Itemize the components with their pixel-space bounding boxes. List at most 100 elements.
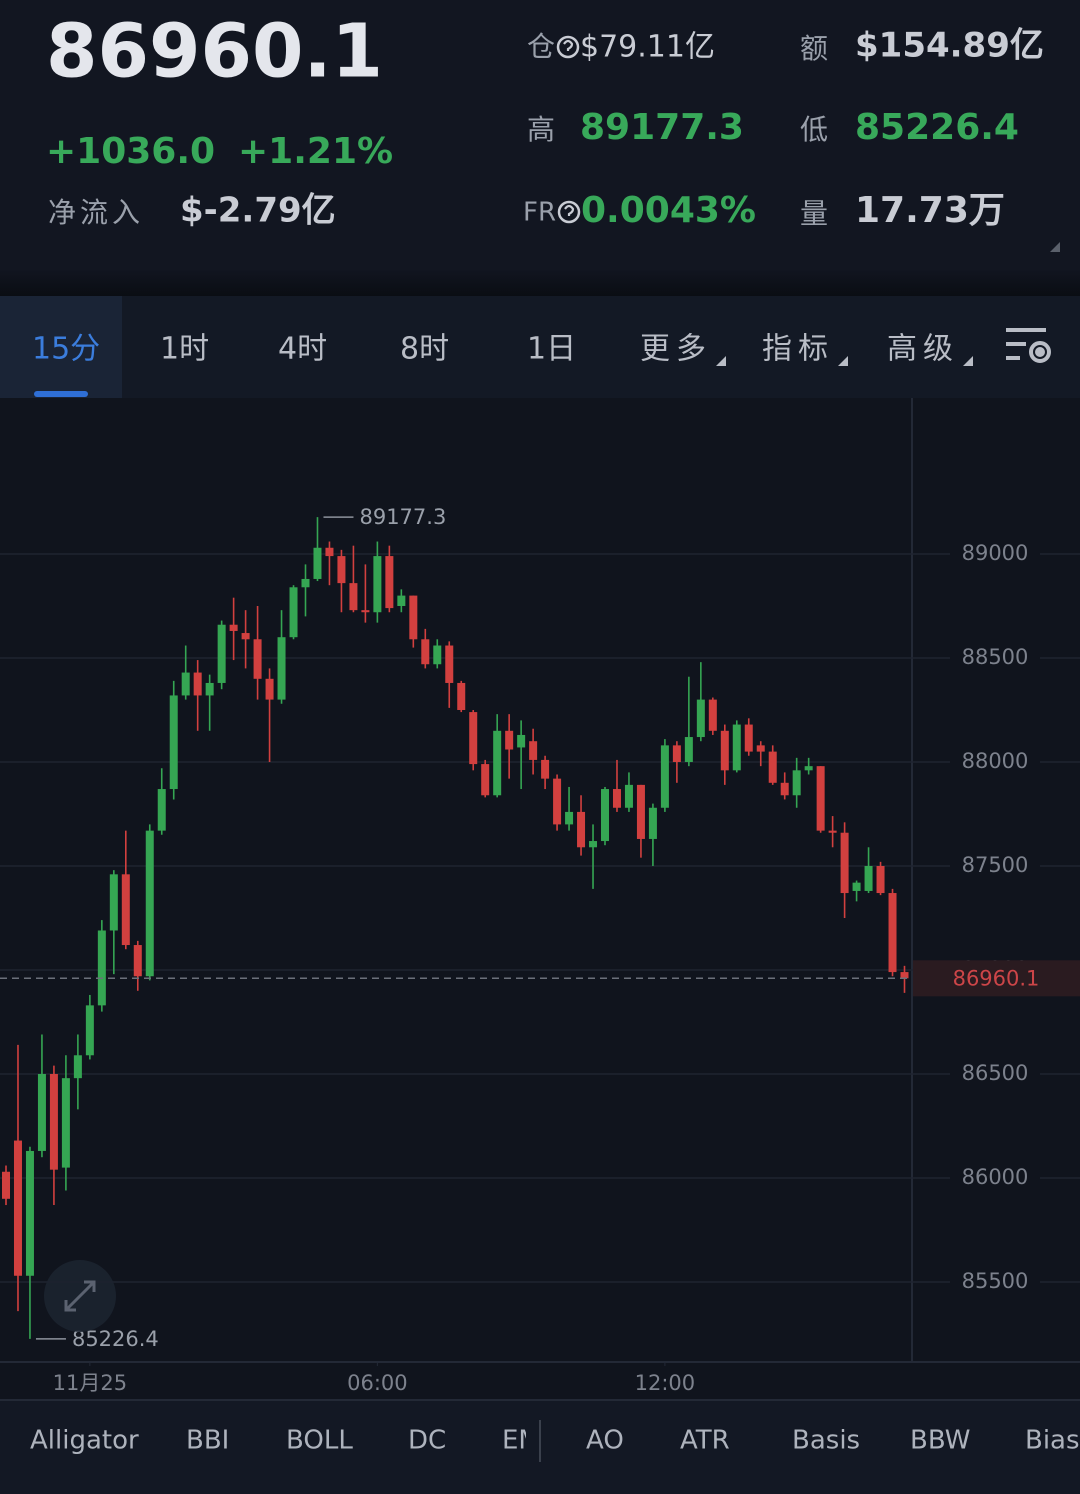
- volume-label: 量: [800, 197, 828, 230]
- oi: $79.11亿: [580, 30, 715, 65]
- candle-body: [109, 874, 118, 931]
- candle-body: [25, 1150, 34, 1276]
- candle-body: [517, 734, 526, 748]
- candle-body: [864, 866, 873, 891]
- tab[interactable]: 15分: [32, 332, 100, 367]
- candle-body: [553, 778, 562, 825]
- settings-icon[interactable]: [1006, 328, 1051, 363]
- indicator[interactable]: AO: [586, 1426, 624, 1456]
- candle-body: [900, 972, 909, 979]
- candle-body: [888, 893, 897, 973]
- candle-body: [708, 699, 717, 731]
- header-shadow: [0, 270, 1080, 296]
- candle-body: [205, 682, 214, 696]
- candle-body: [229, 624, 238, 631]
- netflow-label: 净流入: [48, 196, 144, 229]
- volume: 17.73万: [855, 190, 1005, 231]
- dropdown-triangle: [716, 356, 726, 366]
- change-pct: +1.21%: [238, 131, 393, 172]
- candle-body: [816, 766, 825, 831]
- y-tick-label: 85500: [962, 1269, 1029, 1293]
- high: 89177.3: [580, 107, 744, 148]
- candle-body: [409, 595, 418, 640]
- candle-body: [876, 866, 885, 894]
- candle-body: [589, 841, 598, 848]
- tab-selected-bg: [0, 296, 122, 398]
- candle-body: [217, 624, 226, 683]
- help-icon[interactable]: [556, 35, 580, 59]
- indicator[interactable]: EM: [502, 1426, 541, 1456]
- candle-body: [720, 730, 729, 771]
- y-tick-label: 87500: [962, 853, 1029, 877]
- y-tick-label: 89000: [962, 541, 1029, 565]
- candle-body: [385, 556, 394, 609]
- high-label: 高: [527, 113, 555, 146]
- candle-body: [505, 730, 514, 750]
- candle-body: [672, 745, 681, 762]
- expand-icon: [64, 1280, 96, 1312]
- candle-body: [85, 1005, 94, 1056]
- indicator[interactable]: Basis: [792, 1426, 860, 1456]
- candle-body: [37, 1074, 46, 1151]
- fr-label: FR: [523, 198, 556, 228]
- candle-body: [565, 811, 574, 825]
- indicator[interactable]: BBI: [186, 1426, 229, 1456]
- tab[interactable]: 指标: [762, 332, 834, 367]
- turnover-label: 额: [800, 32, 828, 65]
- candle-body: [852, 882, 861, 891]
- tab[interactable]: 4时: [278, 332, 327, 367]
- indicator[interactable]: Alligator: [30, 1426, 139, 1456]
- candle-body: [660, 745, 669, 808]
- indicator[interactable]: BBW: [910, 1426, 970, 1456]
- candle-body: [780, 782, 789, 796]
- y-tick-label: 86000: [962, 1165, 1029, 1189]
- y-tick-label: 88500: [962, 645, 1029, 669]
- candle-body: [541, 759, 550, 779]
- tab[interactable]: 1日: [527, 332, 576, 367]
- candle-body: [601, 789, 609, 842]
- candle-body: [13, 1140, 22, 1276]
- candle-body: [145, 830, 154, 977]
- indicator[interactable]: Bias: [1025, 1426, 1080, 1456]
- candle-body: [193, 672, 202, 696]
- candle-body: [445, 645, 454, 683]
- candle-body: [361, 610, 370, 613]
- candle-body: [529, 741, 538, 760]
- tab[interactable]: 高级: [887, 332, 959, 367]
- tab[interactable]: 8时: [400, 332, 449, 367]
- expand-button[interactable]: [44, 1260, 116, 1332]
- candle-body: [768, 751, 777, 783]
- candle-body: [349, 583, 358, 611]
- x-tick-label: 12:00: [635, 1371, 696, 1395]
- candle-body: [61, 1078, 70, 1168]
- candle-body: [301, 578, 310, 588]
- tab-underline: [34, 391, 88, 397]
- indicator[interactable]: BOLL: [286, 1426, 353, 1456]
- candle-body: [265, 678, 274, 700]
- candle-body: [421, 639, 430, 665]
- candle-body: [157, 789, 166, 831]
- indicator[interactable]: DC: [408, 1426, 446, 1456]
- netflow: $-2.79亿: [180, 191, 336, 231]
- candle-body: [73, 1055, 82, 1079]
- candle-body: [493, 730, 502, 796]
- candle-body: [121, 874, 130, 946]
- candle-body: [756, 745, 765, 752]
- candle-body: [337, 556, 346, 584]
- y-tick-label: 86500: [962, 1061, 1029, 1085]
- candle-body: [612, 789, 621, 808]
- candle-body: [325, 547, 334, 557]
- candle-body: [313, 547, 322, 579]
- tab[interactable]: 1时: [160, 332, 209, 367]
- candle-body: [577, 811, 586, 848]
- change: +1036.0: [46, 131, 215, 172]
- candle-body: [828, 830, 837, 833]
- tab[interactable]: 更多: [640, 332, 712, 367]
- low-label: 低: [800, 113, 828, 146]
- candle-body: [169, 695, 178, 790]
- indicator[interactable]: ATR: [680, 1426, 730, 1456]
- help-icon[interactable]: [557, 200, 581, 224]
- candle-body: [373, 556, 382, 613]
